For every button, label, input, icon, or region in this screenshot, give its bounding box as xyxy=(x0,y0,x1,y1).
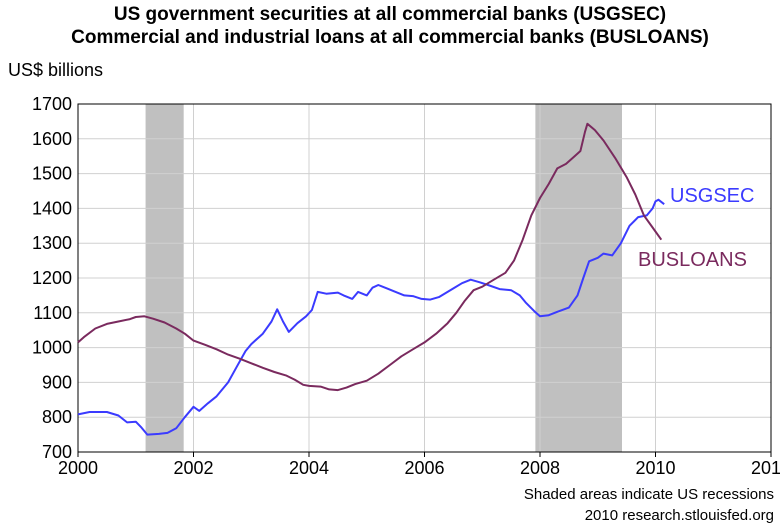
y-tick-label: 900 xyxy=(42,372,72,392)
y-tick-label: 1100 xyxy=(33,303,72,323)
chart-subtitle: Commercial and industrial loans at all c… xyxy=(71,27,709,48)
series-line-busloans xyxy=(77,122,663,392)
source-note: 2010 research.stlouisfed.org xyxy=(584,507,774,524)
x-tick-label: 2008 xyxy=(520,458,560,478)
y-axis-label: US$ billions xyxy=(8,60,104,80)
x-tick-label: 2006 xyxy=(404,458,444,478)
y-tick-label: 1000 xyxy=(32,338,72,358)
series-label-busloans: BUSLOANS xyxy=(638,249,747,271)
y-axis-ticks: 1700 1600 1500 1400 1300 1200 1100 1000 900 800 70… xyxy=(32,94,72,462)
y-tick-label: 700 xyxy=(42,442,72,462)
y-tick-label: 1300 xyxy=(32,233,72,253)
x-tick-label: 2010 xyxy=(635,458,675,478)
y-tick-label: 1500 xyxy=(32,164,72,184)
y-tick-label: 1700 xyxy=(32,94,72,114)
chart-title: US government securities at all commerci… xyxy=(113,4,667,25)
series-line-usgsec xyxy=(77,198,665,436)
y-tick-label: 1200 xyxy=(32,268,72,288)
series-label-usgsec: USGSEC xyxy=(670,185,754,207)
x-tick-label: 2002 xyxy=(173,458,213,478)
y-tick-label: 800 xyxy=(42,407,72,427)
y-tick-label: 1600 xyxy=(32,129,72,149)
recession-note: Shaded areas indicate US recessions xyxy=(523,486,774,503)
x-tick-label: 2004 xyxy=(289,458,329,478)
y-tick-label: 1400 xyxy=(32,198,72,218)
x-tick-label: 2000 xyxy=(58,458,98,478)
x-tick-label: 2012 xyxy=(751,458,780,478)
series-lines xyxy=(77,122,665,436)
x-axis-ticks: 2000 2002 2004 2006 2008 2010 2012 xyxy=(58,452,780,478)
